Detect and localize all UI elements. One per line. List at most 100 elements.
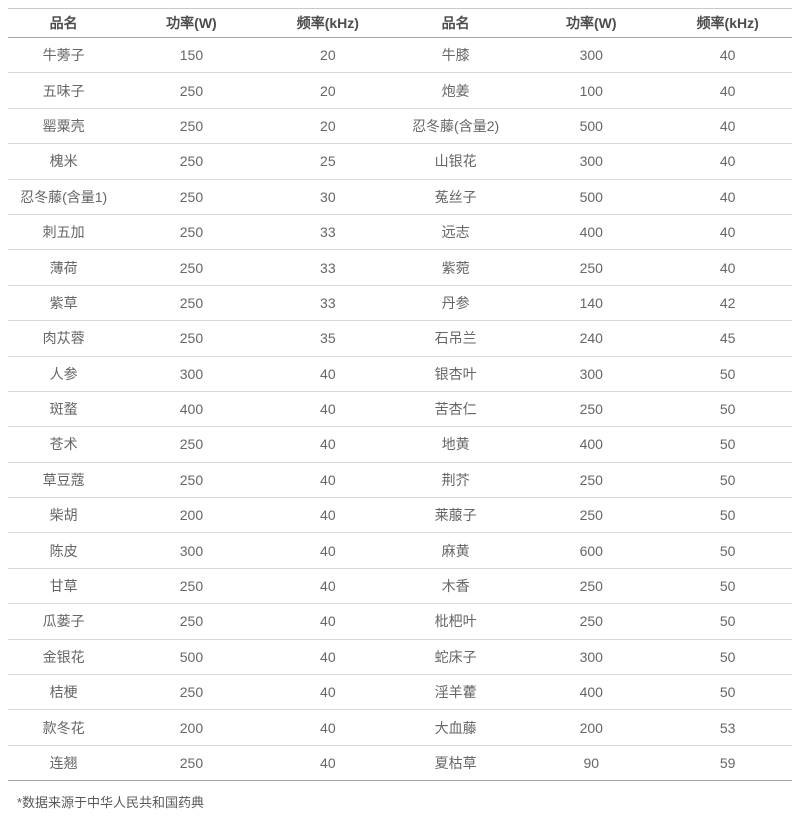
cell-power-left: 250 [179, 684, 204, 701]
cell-power-left: 200 [179, 719, 204, 736]
cell-power-right: 500 [579, 188, 603, 205]
table-row: 陈皮 300 40 麻黄 600 50 [8, 533, 792, 569]
cell-frequency-left: 33 [320, 224, 336, 241]
table-row: 柴胡 200 40 莱菔子 250 50 [8, 498, 792, 533]
table-row: 刺五加 250 33 远志 400 40 [8, 214, 792, 250]
cell-name-left: 薄荷 [49, 259, 78, 276]
cell-frequency-right: 45 [719, 330, 736, 347]
cell-name-left: 紫草 [49, 294, 78, 311]
cell-frequency-left: 30 [320, 188, 336, 205]
cell-name-left: 柴胡 [49, 507, 78, 524]
cell-power-right: 400 [579, 436, 603, 453]
cell-name-right: 牛膝 [441, 47, 470, 64]
cell-frequency-right: 50 [719, 542, 736, 559]
cell-power-right: 250 [579, 471, 603, 488]
cell-frequency-right: 40 [719, 224, 736, 241]
table-row: 甘草 250 40 木香 250 50 [8, 568, 792, 604]
cell-frequency-right: 50 [719, 684, 736, 701]
cell-frequency-right: 50 [719, 507, 736, 524]
table-row: 款冬花 200 40 大血藤 200 53 [8, 710, 792, 746]
cell-name-right: 菟丝子 [434, 188, 477, 205]
cell-name-left: 桔梗 [49, 684, 78, 701]
header-name-right: 品名 [441, 15, 470, 31]
table-row: 薄荷 250 33 紫菀 250 40 [8, 250, 792, 286]
cell-frequency-right: 50 [719, 365, 736, 382]
cell-frequency-left: 33 [320, 294, 336, 311]
cell-power-left: 250 [179, 330, 204, 347]
cell-name-right: 银杏叶 [434, 365, 477, 382]
table-body: 牛蒡子 150 20 牛膝 300 40 五味子 250 20 炮姜 100 40 罂粟壳 250 20 忍冬… [8, 38, 792, 781]
cell-frequency-right: 40 [719, 47, 736, 64]
cell-power-right: 200 [579, 719, 603, 736]
cell-name-right: 忍冬藤(含量2) [412, 117, 500, 134]
cell-frequency-left: 40 [320, 471, 336, 488]
table-row: 斑蝥 400 40 苦杏仁 250 50 [8, 391, 792, 427]
cell-name-right: 莱菔子 [434, 507, 477, 524]
data-source-footnote: *数据来源于中华人民共和国药典 [17, 795, 205, 811]
cell-power-right: 400 [579, 224, 603, 241]
cell-frequency-left: 20 [320, 47, 336, 64]
cell-power-right: 240 [579, 330, 603, 347]
cell-name-right: 夏枯草 [434, 755, 477, 771]
cell-name-left: 苍术 [49, 436, 78, 453]
table-header: 品名 功率(W) 频率(kHz) 品名 功率(W) 频率(kHz) [8, 8, 792, 38]
cell-power-right: 300 [579, 47, 603, 64]
cell-frequency-left: 20 [320, 82, 336, 99]
table-row: 紫草 250 33 丹参 140 42 [8, 285, 792, 321]
cell-frequency-left: 25 [320, 153, 336, 170]
cell-power-left: 250 [179, 613, 204, 630]
cell-name-right: 山银花 [434, 153, 477, 170]
cell-frequency-right: 40 [719, 259, 736, 276]
table-row: 人参 300 40 银杏叶 300 50 [8, 356, 792, 392]
table-row: 桔梗 250 40 淫羊藿 400 50 [8, 675, 792, 710]
table-row: 连翘 250 40 夏枯草 90 59 [8, 745, 792, 781]
table-row: 罂粟壳 250 20 忍冬藤(含量2) 500 40 [8, 108, 792, 144]
cell-power-right: 250 [579, 613, 603, 630]
cell-name-right: 大血藤 [434, 719, 477, 736]
cell-name-left: 草豆蔻 [42, 471, 85, 488]
cell-name-left: 陈皮 [49, 542, 78, 559]
cell-name-right: 蛇床子 [434, 648, 477, 665]
cell-power-left: 250 [179, 471, 204, 488]
cell-frequency-left: 40 [320, 578, 336, 595]
table-row: 草豆蔻 250 40 荆芥 250 50 [8, 462, 792, 498]
cell-name-left: 忍冬藤(含量1) [20, 188, 108, 205]
cell-frequency-right: 50 [719, 401, 736, 418]
cell-power-left: 250 [179, 436, 204, 453]
cell-power-left: 300 [179, 365, 204, 382]
cell-frequency-left: 40 [320, 365, 336, 382]
cell-power-left: 250 [179, 224, 204, 241]
cell-name-left: 槐米 [49, 153, 78, 170]
cell-frequency-left: 40 [320, 684, 336, 701]
cell-power-right: 250 [579, 259, 603, 276]
cell-name-left: 罂粟壳 [42, 117, 85, 134]
cell-frequency-right: 50 [719, 578, 736, 595]
cell-power-left: 250 [179, 755, 204, 771]
cell-power-right: 250 [579, 507, 603, 524]
herb-parameter-table: 品名 功率(W) 频率(kHz) 品名 功率(W) 频率(kHz) 牛蒡子 150… [8, 8, 792, 781]
cell-name-right: 枇杷叶 [434, 613, 477, 630]
cell-name-left: 甘草 [49, 578, 78, 595]
cell-name-right: 麻黄 [441, 542, 470, 559]
cell-frequency-left: 40 [320, 648, 336, 665]
cell-frequency-left: 40 [320, 401, 336, 418]
table-row: 牛蒡子 150 20 牛膝 300 40 [8, 38, 792, 73]
table-row: 五味子 250 20 炮姜 100 40 [8, 73, 792, 109]
cell-frequency-right: 50 [719, 613, 736, 630]
cell-frequency-right: 50 [719, 436, 736, 453]
cell-name-right: 木香 [441, 578, 470, 595]
cell-frequency-right: 40 [719, 188, 736, 205]
cell-name-right: 地黄 [441, 436, 470, 453]
cell-power-left: 250 [179, 117, 204, 134]
cell-name-left: 肉苁蓉 [42, 330, 85, 347]
cell-frequency-right: 40 [719, 117, 736, 134]
cell-frequency-left: 40 [320, 613, 336, 630]
cell-name-right: 淫羊藿 [434, 684, 477, 701]
cell-name-left: 人参 [49, 365, 78, 382]
table-row: 金银花 500 40 蛇床子 300 50 [8, 639, 792, 675]
table-row: 忍冬藤(含量1) 250 30 菟丝子 500 40 [8, 179, 792, 215]
cell-frequency-left: 20 [320, 117, 336, 134]
table-row: 苍术 250 40 地黄 400 50 [8, 427, 792, 463]
header-power-right: 功率(W) [565, 15, 617, 31]
